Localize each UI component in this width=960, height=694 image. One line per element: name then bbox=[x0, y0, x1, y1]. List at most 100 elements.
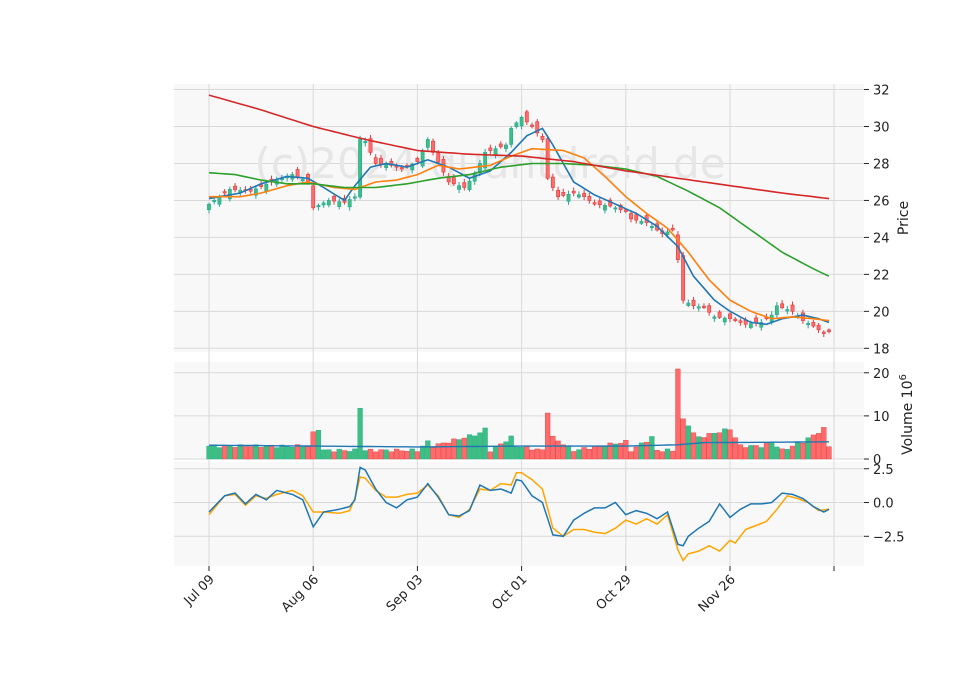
candle-body bbox=[524, 111, 529, 123]
volume-bar bbox=[612, 443, 618, 460]
volume-bar bbox=[294, 444, 301, 460]
candle-body bbox=[326, 200, 331, 206]
candle-body bbox=[634, 214, 639, 221]
volume-bar bbox=[815, 433, 822, 460]
volume-axis-label: Volume 106 bbox=[898, 374, 916, 455]
x-tick-label: Oct 01 bbox=[489, 572, 530, 613]
price-y-tick-label: 22 bbox=[873, 268, 890, 283]
volume-bar bbox=[623, 440, 629, 460]
volume-bar bbox=[774, 446, 780, 460]
volume-bar bbox=[597, 445, 603, 460]
volume-bar bbox=[545, 412, 551, 460]
volume-bar bbox=[565, 445, 572, 460]
volume-bar bbox=[373, 451, 379, 460]
volume-bar bbox=[367, 448, 374, 460]
candle-body bbox=[222, 191, 227, 194]
volume-bar bbox=[685, 425, 691, 460]
candle-body bbox=[514, 122, 519, 127]
oscillator-y-tick-label: 0.0 bbox=[873, 497, 894, 512]
candle-body bbox=[571, 190, 576, 194]
volume-bar bbox=[649, 436, 655, 460]
volume-bar bbox=[644, 441, 650, 460]
candle-body bbox=[498, 143, 503, 148]
candle-body bbox=[332, 195, 336, 202]
volume-bar bbox=[222, 444, 228, 460]
volume-bar bbox=[716, 432, 723, 460]
volume-bar bbox=[347, 451, 353, 460]
candle-body bbox=[321, 202, 326, 206]
candle-body bbox=[707, 305, 712, 313]
volume-bar bbox=[737, 444, 744, 460]
candle-body bbox=[696, 306, 701, 309]
candle-body bbox=[738, 320, 743, 323]
candle-body bbox=[259, 184, 264, 187]
volume-bar bbox=[409, 448, 415, 460]
candle-body bbox=[790, 304, 795, 312]
volume-bar bbox=[769, 441, 775, 460]
volume-bar bbox=[763, 442, 770, 460]
volume-bar bbox=[399, 450, 405, 460]
candle-body bbox=[540, 136, 545, 140]
volume-bar bbox=[206, 445, 212, 460]
candle-body bbox=[717, 311, 722, 318]
candle-body bbox=[566, 193, 571, 202]
candle-body bbox=[722, 317, 727, 323]
volume-bar bbox=[430, 447, 436, 460]
volume-bar bbox=[393, 448, 400, 460]
candle-body bbox=[488, 147, 493, 151]
candle-body bbox=[806, 323, 811, 326]
volume-bar bbox=[300, 446, 306, 460]
volume-bar bbox=[534, 448, 540, 460]
volume-bar bbox=[258, 447, 264, 460]
candle-body bbox=[295, 169, 300, 178]
candle-body bbox=[577, 194, 581, 198]
volume-bar bbox=[664, 448, 671, 460]
candle-body bbox=[550, 176, 555, 188]
volume-bar bbox=[440, 442, 447, 460]
volume-bar bbox=[586, 449, 592, 460]
candle-body bbox=[530, 124, 534, 127]
candle-body bbox=[592, 202, 597, 205]
volume-bar bbox=[591, 445, 598, 460]
volume-bar bbox=[420, 445, 426, 460]
price-panel bbox=[174, 84, 864, 352]
volume-bar bbox=[268, 444, 275, 460]
volume-bar bbox=[263, 445, 269, 460]
volume-bar bbox=[284, 445, 290, 460]
candle-body bbox=[467, 180, 472, 190]
volume-bar bbox=[607, 442, 613, 460]
candle-body bbox=[368, 138, 373, 153]
x-tick-label: Sep 03 bbox=[384, 572, 427, 615]
price-y-tick-label: 18 bbox=[873, 342, 890, 357]
candle-body bbox=[436, 152, 441, 163]
x-tick-label: Nov 26 bbox=[696, 572, 739, 615]
candle-body bbox=[217, 196, 222, 205]
candle-body bbox=[712, 316, 717, 319]
volume-bar bbox=[743, 447, 749, 460]
volume-bar bbox=[826, 446, 832, 460]
price-y-tick-label: 24 bbox=[873, 231, 890, 246]
volume-bar bbox=[524, 446, 530, 460]
candle-body bbox=[639, 221, 644, 224]
candle-body bbox=[597, 200, 602, 206]
volume-bar bbox=[362, 450, 368, 460]
volume-bar bbox=[492, 445, 499, 460]
candle-body bbox=[457, 185, 461, 190]
candle-body bbox=[212, 200, 217, 203]
volume-bar bbox=[539, 449, 546, 460]
volume-bar bbox=[383, 449, 389, 460]
oscillator-line-indicator bbox=[208, 466, 830, 547]
volume-bar bbox=[722, 428, 728, 460]
x-tick-label: Jul 09 bbox=[181, 572, 218, 609]
volume-bar bbox=[654, 449, 660, 460]
volume-panel bbox=[174, 362, 864, 459]
candle-body bbox=[352, 196, 357, 199]
x-tick-label: Aug 06 bbox=[279, 572, 322, 615]
volume-bar bbox=[274, 447, 280, 460]
volume-bar bbox=[779, 448, 785, 460]
volume-bar bbox=[503, 441, 509, 460]
volume-bar bbox=[706, 433, 712, 460]
ma-line-ma-5 bbox=[208, 127, 830, 326]
